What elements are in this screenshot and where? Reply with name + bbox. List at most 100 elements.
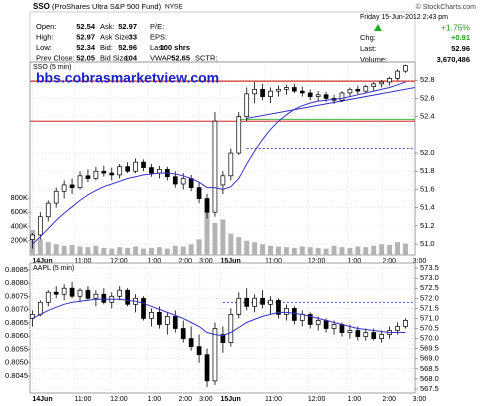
session-label: Volume: <box>360 55 387 64</box>
volume-bar <box>244 240 250 255</box>
candle-body <box>260 297 265 305</box>
volume-tick-label: 200K <box>10 236 28 245</box>
candle-body <box>188 338 194 347</box>
y-tick-label: 52.6 <box>420 93 435 102</box>
candle-body <box>387 78 392 83</box>
change-pct: +1.75% <box>441 22 471 32</box>
candle-body <box>355 330 361 337</box>
candle-body <box>268 299 273 305</box>
candle-body <box>61 184 67 192</box>
y-tick-label: 51.0 <box>420 239 435 248</box>
quote-value: 52.65 <box>171 53 190 62</box>
candle-body <box>196 346 202 356</box>
candle-body <box>77 289 83 297</box>
candle-body <box>252 297 257 307</box>
candle-body <box>331 324 337 329</box>
y-tick-label: 570.5 <box>420 323 439 332</box>
volume-bar <box>395 242 401 255</box>
y-tick-label: 569.0 <box>420 354 439 363</box>
volume-bar <box>379 244 385 255</box>
candle-body <box>363 332 369 337</box>
moving-average <box>32 81 406 245</box>
session-value: +0.91 <box>451 33 470 42</box>
volume-bar <box>109 248 115 255</box>
candle-body <box>45 202 51 218</box>
candle-body <box>149 312 154 319</box>
x-tick-label: 12:00 <box>110 258 128 265</box>
candle-body <box>403 65 408 72</box>
x-tick-label: 12:00 <box>308 396 326 403</box>
quote-value: 52.05 <box>76 53 95 62</box>
x-tick-label: 2:00 <box>382 396 396 403</box>
volume-bar <box>117 247 123 255</box>
candle-body <box>244 93 250 117</box>
candle-body <box>196 187 202 199</box>
source: © StockCharts.com <box>416 3 477 11</box>
volume-bar <box>355 246 361 255</box>
volume-bar <box>291 247 297 255</box>
volume-tick-label: 600K <box>10 207 28 216</box>
volume-bar <box>299 246 305 255</box>
candle-body <box>307 92 313 97</box>
y-tick-label: 52.4 <box>420 112 435 121</box>
volume-bar <box>85 247 91 255</box>
volume-bar <box>315 247 321 255</box>
candle-body <box>180 178 186 185</box>
session-value: 3,670,486 <box>437 55 470 64</box>
quote-value: 104 <box>124 53 137 62</box>
candle-body <box>53 291 59 295</box>
candle-body <box>236 297 242 315</box>
candle-body <box>284 307 289 315</box>
candle-body <box>315 320 321 325</box>
x-tick-label: 1:00 <box>348 258 362 265</box>
candle-body <box>101 170 107 174</box>
candle-body <box>347 330 353 333</box>
x-tick-label: 2:00 <box>178 396 192 403</box>
y-tick-label: 0.8055 <box>5 344 28 353</box>
volume-bar <box>307 247 313 255</box>
symbol: SSO <box>33 2 50 11</box>
y-tick-label: 568.5 <box>420 364 439 373</box>
volume-bar <box>220 219 226 255</box>
candle-body <box>252 88 257 95</box>
volume-bar <box>188 244 194 255</box>
candle-body <box>299 314 305 321</box>
volume-bar <box>133 246 139 255</box>
quote-label: SCTR: <box>195 53 218 62</box>
candle-body <box>220 334 226 343</box>
quote-value: 52.34 <box>76 43 96 52</box>
y-tick-label: 567.5 <box>420 384 439 393</box>
quote-label: Low: <box>36 43 52 52</box>
quote-value: 33 <box>129 32 137 41</box>
volume-bar <box>204 199 210 255</box>
candle-body <box>315 94 321 97</box>
x-tick-label: 3:00 <box>413 258 427 265</box>
candle-body <box>236 116 242 154</box>
candle-body <box>395 70 400 79</box>
candle-body <box>172 176 178 185</box>
volume-bar <box>252 242 258 255</box>
volume-bar <box>156 247 162 255</box>
candle-body <box>228 314 234 343</box>
volume-bar <box>45 242 51 255</box>
volume-tick-label: 400K <box>10 221 28 230</box>
candle-body <box>69 287 75 297</box>
y-tick-label: 573.5 <box>420 263 439 272</box>
trend-line <box>246 86 416 119</box>
quote-box <box>29 11 416 63</box>
quote-value: 52.96 <box>118 43 137 52</box>
candle-body <box>157 312 162 325</box>
y-tick-label: 0.8085 <box>5 265 28 274</box>
candle-body <box>85 175 91 179</box>
candle-body <box>30 314 35 319</box>
y-tick-label: 0.8070 <box>5 305 28 314</box>
y-tick-label: 52.8 <box>420 75 435 84</box>
candle-body <box>379 81 385 85</box>
volume-bar <box>363 247 369 255</box>
quote-label: Last: <box>150 43 166 52</box>
y-tick-label: 0.8065 <box>5 318 28 327</box>
y-tick-label: 570.0 <box>420 334 439 343</box>
candle-body <box>307 314 313 325</box>
y-tick-label: 51.2 <box>420 221 435 230</box>
